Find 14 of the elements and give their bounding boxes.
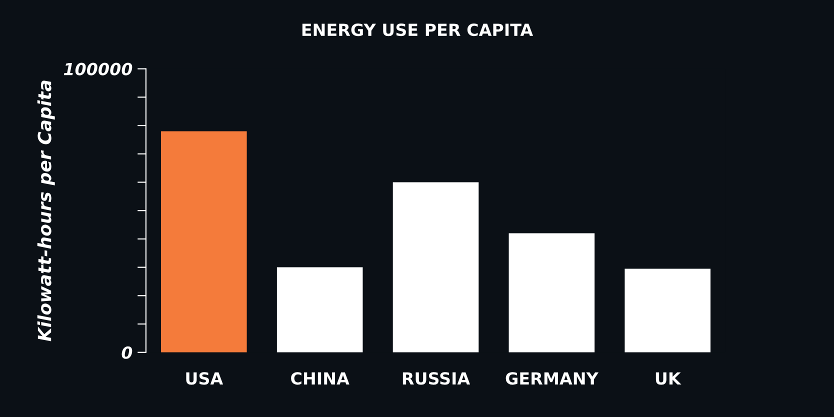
x-tick-label: GERMANY [506,372,599,385]
bar [624,268,711,352]
y-axis-title: Kilowatt-hours per Capita [37,80,55,342]
x-tick-label: USA [186,372,224,385]
bar [508,233,595,352]
x-tick-label: RUSSIA [402,372,470,385]
bar [161,131,247,352]
x-tick-label: UK [656,372,682,385]
chart-title: ENERGY USE PER CAPITA [302,24,534,36]
y-tick-label: 0 [122,346,132,359]
bar [392,182,479,352]
bar [276,267,363,352]
y-tick-label: 100000 [64,62,132,76]
x-tick-label: CHINA [291,372,350,385]
